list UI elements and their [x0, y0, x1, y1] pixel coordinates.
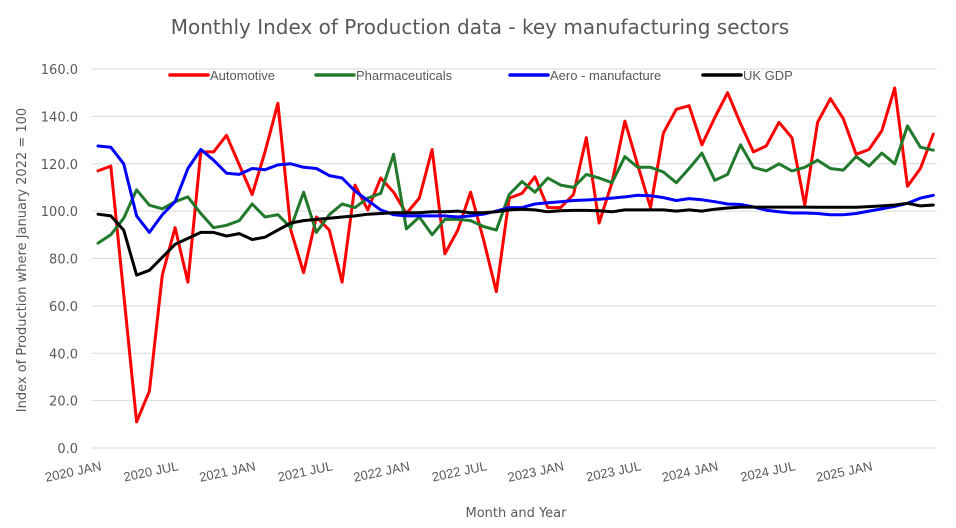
- legend-item-aero-manufacture: Aero - manufacture: [508, 68, 661, 83]
- x-tick-label: 2023 JUL: [585, 458, 643, 484]
- legend-label: UK GDP: [743, 68, 793, 83]
- legend-item-uk-gdp: UK GDP: [701, 68, 793, 83]
- series-line-automotive: [96, 86, 935, 424]
- y-tick-label: 80.0: [49, 253, 78, 268]
- series-line-uk-gdp: [96, 201, 935, 277]
- chart-title: Monthly Index of Production data - key m…: [171, 15, 789, 39]
- y-tick-label: 160.0: [41, 63, 78, 78]
- y-tick-label: 40.0: [49, 347, 78, 362]
- legend-label: Aero - manufacture: [550, 68, 661, 83]
- x-tick-label: 2025 JAN: [815, 458, 874, 485]
- legend-label: Automotive: [210, 68, 275, 83]
- x-tick-label: 2020 JAN: [44, 458, 103, 485]
- x-tick-label: 2021 JAN: [198, 458, 257, 485]
- series-line-pharmaceuticals: [96, 124, 935, 245]
- x-tick-label: 2024 JUL: [739, 458, 797, 484]
- legend-item-automotive: Automotive: [168, 68, 275, 83]
- y-tick-label: 60.0: [49, 300, 78, 315]
- x-tick-label: 2022 JUL: [431, 458, 489, 484]
- y-tick-label: 140.0: [41, 110, 78, 125]
- x-axis-ticks: 2020 JAN 2020 JUL 2021 JAN 2021 JUL 2022 JAN…: [44, 458, 874, 485]
- y-tick-label: 0.0: [57, 442, 78, 457]
- y-axis-ticks: 0.0 20.0 40.0 60.0 80.0 100.0 120.0 140.0 160.0: [41, 63, 78, 457]
- legend-label: Pharmaceuticals: [356, 68, 453, 83]
- x-tick-label: 2022 JAN: [352, 458, 411, 485]
- gridlines: [92, 68, 937, 449]
- y-tick-label: 120.0: [41, 158, 78, 173]
- x-tick-label: 2024 JAN: [660, 458, 719, 485]
- x-tick-label: 2020 JUL: [122, 458, 180, 484]
- y-tick-label: 20.0: [49, 395, 78, 410]
- series-lines: [96, 86, 935, 424]
- legend-item-pharmaceuticals: Pharmaceuticals: [314, 68, 453, 83]
- x-axis-title: Month and Year: [466, 506, 568, 521]
- y-axis-title: Index of Production where January 2022 =…: [15, 108, 30, 412]
- x-tick-label: 2021 JUL: [276, 458, 334, 484]
- series-line-aero-manufacture: [96, 144, 935, 234]
- x-tick-label: 2023 JAN: [506, 458, 565, 485]
- legend: Automotive Pharmaceuticals Aero - manufact…: [168, 68, 793, 83]
- y-tick-label: 100.0: [41, 205, 78, 220]
